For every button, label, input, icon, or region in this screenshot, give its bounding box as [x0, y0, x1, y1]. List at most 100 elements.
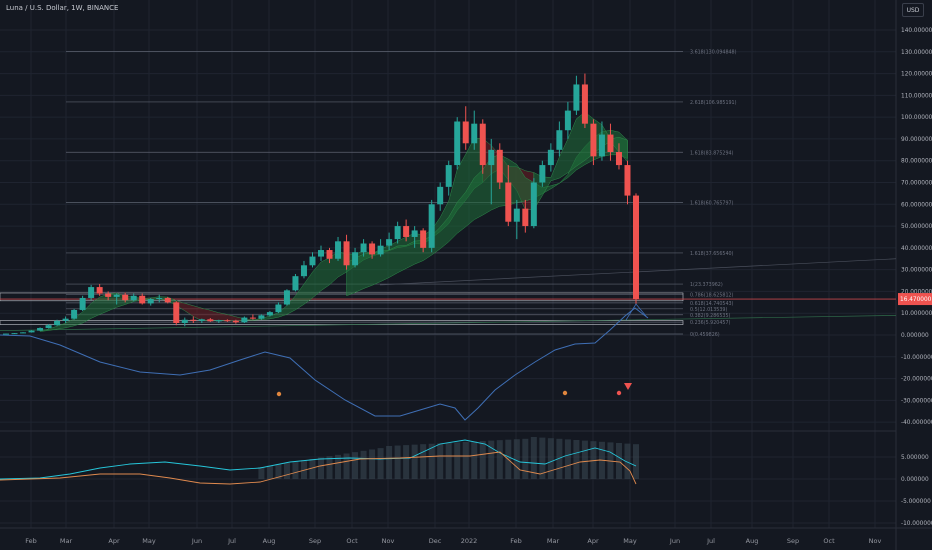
candle-body: [343, 241, 350, 266]
candle-body: [360, 243, 367, 253]
candle-body: [352, 252, 359, 266]
candle-body: [96, 287, 103, 294]
price-axis-label: 30.000000: [901, 268, 932, 274]
oscillator-axis-label: 0.000000: [901, 477, 929, 483]
fib-level-label: 1(23.373962): [690, 282, 723, 288]
time-axis-label: Mar: [60, 537, 73, 545]
candle-body: [369, 243, 376, 255]
time-axis-label: Oct: [346, 537, 358, 545]
fib-level-label: 0.786(18.625812): [690, 292, 734, 298]
time-axis-label: Aug: [263, 537, 276, 545]
oscillator-histogram-bar: [564, 439, 571, 479]
time-axis-label: Nov: [382, 537, 395, 545]
oscillator-histogram-bar: [266, 465, 273, 479]
oscillator-histogram-bar: [488, 440, 495, 479]
oscillator-axis-label: -5.000000: [901, 499, 931, 505]
candle-body: [462, 121, 469, 144]
time-axis-label: Oct: [823, 537, 835, 545]
candle-body: [607, 134, 614, 152]
price-axis-label: 40.000000: [901, 246, 932, 252]
candle-body: [79, 297, 86, 310]
oscillator-histogram-bar: [403, 445, 410, 479]
candle-body: [11, 333, 18, 335]
candle-body: [496, 149, 503, 183]
candle-body: [207, 319, 214, 322]
oscillator-histogram-bar: [394, 445, 401, 479]
oscillator-histogram-bar: [454, 442, 461, 479]
time-axis-label: Feb: [510, 537, 522, 545]
candle-body: [598, 134, 605, 157]
candle-body: [130, 295, 137, 301]
oscillator-histogram-bar: [283, 462, 290, 479]
candle-body: [309, 256, 316, 266]
price-axis-label: 100.000000: [901, 115, 932, 121]
candle-body: [232, 320, 239, 323]
candle-body: [513, 208, 520, 222]
time-axis-label: Jun: [191, 537, 202, 545]
candle-body: [164, 297, 171, 303]
candle-body: [326, 250, 333, 259]
time-axis-label: Jul: [706, 537, 715, 545]
candle-body: [539, 165, 546, 183]
candle-body: [386, 239, 393, 246]
candle-body: [37, 328, 44, 331]
oscillator-histogram-bar: [462, 441, 469, 479]
candle-body: [3, 333, 9, 335]
candle-body: [471, 123, 478, 144]
price-axis-label: 130.000000: [901, 50, 932, 56]
candle-body: [258, 315, 265, 319]
candle-body: [215, 320, 222, 322]
oscillator-histogram-bar: [471, 441, 478, 479]
candle-body: [522, 208, 529, 227]
wave-trend-line: [0, 307, 649, 421]
time-axis-label: Mar: [547, 537, 560, 545]
oscillator-signal-line: [0, 451, 637, 485]
candle-body: [411, 230, 418, 237]
candle-body: [624, 165, 631, 196]
candle-body: [20, 332, 27, 334]
candle-body: [105, 293, 112, 297]
time-axis-label: May: [623, 537, 637, 545]
oscillator-histogram-bar: [420, 444, 427, 479]
oscillator-histogram-bar: [581, 440, 588, 479]
price-axis-label: 10.000000: [901, 311, 932, 317]
price-axis-label: 90.000000: [901, 137, 932, 143]
price-axis-label: 120.000000: [901, 72, 932, 78]
price-axis-label: -10.000000: [901, 355, 932, 361]
candle-body: [122, 294, 129, 301]
fib-level-label: 3.618(130.094848): [690, 50, 737, 56]
signal-marker-dot: [616, 390, 622, 396]
price-axis-label: 110.000000: [901, 93, 932, 99]
price-axis-label: 140.000000: [901, 28, 932, 34]
oscillator-histogram-bar: [615, 443, 622, 479]
candle-body: [28, 330, 35, 333]
oscillator-histogram-bar: [386, 446, 393, 479]
oscillator-histogram-bar: [258, 467, 265, 479]
oscillator-histogram-bar: [547, 438, 554, 479]
oscillator-histogram-bar: [573, 440, 580, 479]
price-axis-label: 0.000000: [901, 333, 929, 339]
price-axis-label: 70.000000: [901, 181, 932, 187]
candle-body: [454, 121, 461, 166]
oscillator-histogram-bar: [292, 461, 299, 479]
currency-button[interactable]: USD: [902, 3, 924, 17]
oscillator-histogram-bar: [428, 443, 435, 479]
fib-level-label: 0.236(5.920457): [690, 320, 730, 326]
oscillator-axis-label: 5.000000: [901, 455, 929, 461]
candle-body: [556, 130, 563, 150]
candle-body: [505, 182, 512, 222]
oscillator-histogram-bar: [539, 437, 546, 479]
candle-body: [300, 265, 307, 277]
time-axis-label: Apr: [587, 537, 599, 545]
time-axis-label: Feb: [25, 537, 37, 545]
oscillator-histogram-bar: [318, 457, 324, 479]
oscillator-histogram-bar: [360, 450, 367, 479]
projection-line: [625, 303, 647, 321]
oscillator-histogram-bar: [437, 443, 444, 479]
candle-body: [266, 312, 273, 316]
price-axis-label: 20.000000: [901, 289, 932, 295]
candle-body: [54, 320, 61, 326]
candle-body: [437, 186, 444, 205]
candle-body: [445, 165, 452, 187]
